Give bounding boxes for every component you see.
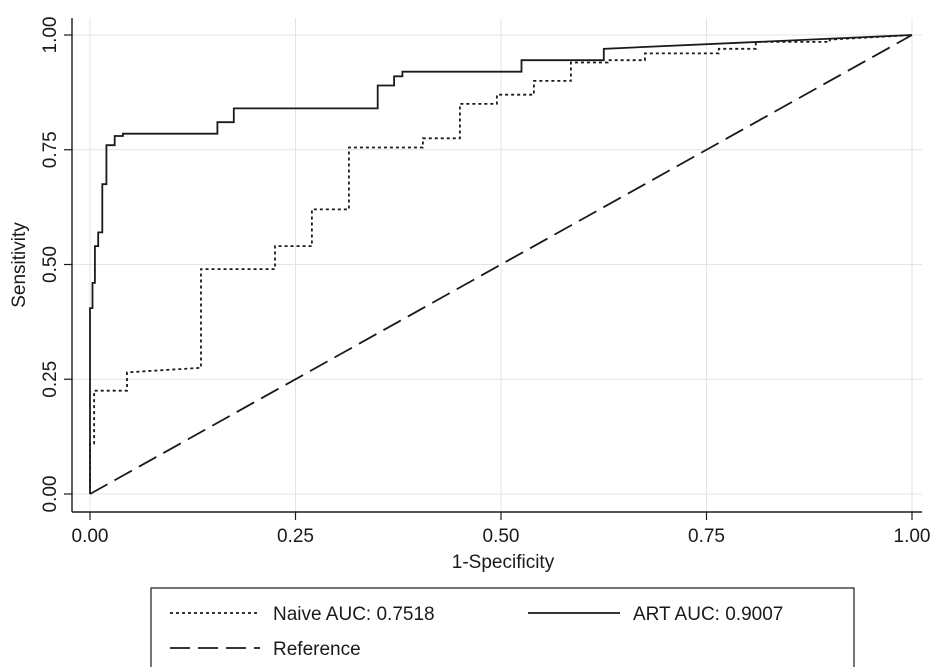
legend-box [150, 587, 855, 667]
series-lines [89, 34, 913, 495]
legend-label-naive: Naive AUC: 0.7518 [273, 604, 435, 625]
y-tick-label: 0.00 [40, 476, 61, 513]
y-tick-label: 0.25 [40, 361, 61, 398]
reference-line [89, 34, 913, 495]
legend-label-reference: Reference [273, 639, 361, 660]
legend: Naive AUC: 0.7518 ART AUC: 0.9007 Refere… [150, 587, 855, 667]
y-axis-title: Sensitivity [9, 222, 30, 308]
legend-label-art: ART AUC: 0.9007 [633, 604, 783, 625]
tick-labels: 0.00 0.25 0.50 0.75 1.00 0.00 0.25 0.50 0.75 1.00 [40, 17, 930, 547]
x-tick-label: 0.75 [688, 526, 725, 547]
x-tick-label: 0.50 [483, 526, 520, 547]
axes [64, 18, 922, 520]
y-tick-label: 0.75 [40, 131, 61, 168]
y-tick-label: 1.00 [40, 17, 61, 54]
x-tick-label: 1.00 [894, 526, 931, 547]
x-tick-label: 0.25 [277, 526, 314, 547]
x-tick-label: 0.00 [72, 526, 109, 547]
x-axis-title: 1-Specificity [452, 552, 555, 573]
y-tick-label: 0.50 [40, 246, 61, 283]
art-roc-line [89, 34, 913, 494]
grid-lines [72, 18, 922, 512]
